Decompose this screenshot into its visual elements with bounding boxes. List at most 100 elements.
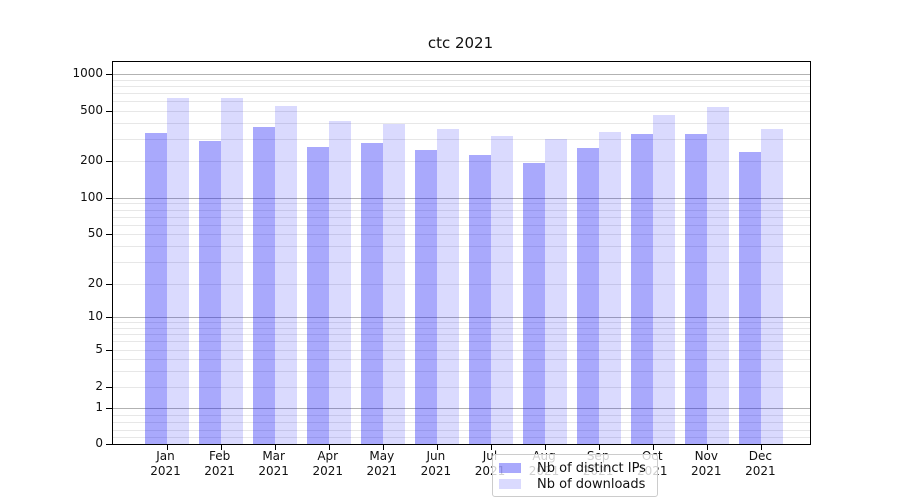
x-tick-mark xyxy=(382,445,384,450)
x-tick-mark xyxy=(220,445,222,450)
bar-downloads xyxy=(220,97,243,444)
y-tick-label: 5 xyxy=(95,342,103,356)
x-tick-mark xyxy=(599,445,601,450)
gridline-minor xyxy=(113,246,810,248)
x-tick-mark xyxy=(436,445,438,450)
x-tick-year: 2021 xyxy=(312,464,343,478)
y-tick-label: 2 xyxy=(95,379,103,393)
bar-downloads xyxy=(545,138,568,444)
chart-title: ctc 2021 xyxy=(427,34,494,52)
x-tick-year: 2021 xyxy=(745,464,776,478)
y-tick-label: 500 xyxy=(80,103,103,117)
gridline-minor xyxy=(113,387,810,388)
y-tick-mark xyxy=(106,317,112,318)
gridline-minor xyxy=(113,203,810,205)
x-tick-month: May xyxy=(369,449,395,463)
y-tick-mark xyxy=(106,161,112,162)
gridline-major xyxy=(113,408,810,409)
bar-downloads xyxy=(490,135,513,444)
y-tick-mark xyxy=(106,350,112,351)
x-tick-label: Apr 2021 xyxy=(298,449,358,479)
gridline-minor xyxy=(113,415,810,417)
bar-downloads xyxy=(436,128,459,444)
bar-distinct-ips xyxy=(468,155,491,444)
bar-downloads xyxy=(274,105,297,444)
x-tick-label: Nov 2021 xyxy=(676,449,736,479)
legend-item-distinct-ips: Nb of distinct IPs xyxy=(499,460,649,476)
y-tick-mark xyxy=(106,284,112,285)
bar-distinct-ips xyxy=(252,127,275,444)
bar-distinct-ips xyxy=(306,146,329,444)
gridline-minor xyxy=(113,111,810,112)
y-tick-mark xyxy=(106,444,112,445)
plot-area: Nb of distinct IPs Nb of downloads xyxy=(106,61,811,497)
gridline-minor xyxy=(113,79,810,81)
x-tick-year: 2021 xyxy=(366,464,398,478)
y-tick-mark xyxy=(106,74,112,75)
gridline-minor xyxy=(113,333,810,335)
x-tick-label: Mar 2021 xyxy=(244,449,304,479)
gridline-minor xyxy=(113,224,810,226)
gridline-major xyxy=(113,198,810,199)
x-tick-mark xyxy=(545,445,547,450)
gridline-minor xyxy=(113,341,810,343)
bar-distinct-ips xyxy=(631,134,654,444)
x-tick-year: 2021 xyxy=(420,464,452,478)
x-tick-mark xyxy=(653,445,655,450)
bar-distinct-ips xyxy=(739,152,762,444)
bar-distinct-ips xyxy=(685,133,708,444)
gridline-minor xyxy=(113,322,810,324)
gridline-minor xyxy=(113,284,810,285)
x-tick-month: Jun xyxy=(426,449,446,463)
bar-downloads xyxy=(707,106,730,444)
x-tick-month: Mar xyxy=(262,449,285,463)
gridline-minor xyxy=(113,209,810,211)
y-tick-mark xyxy=(106,387,112,388)
gridline-minor xyxy=(113,327,810,329)
x-tick-label: May 2021 xyxy=(352,449,412,479)
legend-swatch-distinct-ips xyxy=(499,463,521,473)
bar-distinct-ips xyxy=(577,148,600,444)
y-tick-mark xyxy=(106,111,112,112)
bar-downloads xyxy=(761,128,784,444)
gridline-minor xyxy=(113,138,810,140)
y-tick-label: 50 xyxy=(87,226,103,240)
y-tick-mark xyxy=(106,198,112,199)
legend-label-downloads: Nb of downloads xyxy=(537,476,646,492)
gridline-minor xyxy=(113,101,810,103)
x-tick-label: Dec 2021 xyxy=(730,449,790,479)
gridline-minor xyxy=(113,422,810,424)
gridline-minor xyxy=(113,370,810,372)
bar-distinct-ips xyxy=(198,140,221,444)
bar-distinct-ips xyxy=(144,132,167,444)
gridline-major xyxy=(113,317,810,318)
gridline-minor xyxy=(113,350,810,351)
bar-distinct-ips xyxy=(414,150,437,444)
legend-item-downloads: Nb of downloads xyxy=(499,476,649,492)
x-tick-mark xyxy=(166,445,168,450)
x-tick-year: 2021 xyxy=(204,464,235,478)
x-tick-label: Jun 2021 xyxy=(406,449,466,479)
gridline-minor xyxy=(113,93,810,95)
legend-swatch-downloads xyxy=(499,479,521,489)
gridline-minor xyxy=(113,85,810,87)
bar-downloads xyxy=(382,124,405,444)
x-tick-year: 2021 xyxy=(691,464,722,478)
y-tick-label: 1 xyxy=(95,400,103,414)
gridline-minor xyxy=(113,216,810,218)
x-tick-year: 2021 xyxy=(258,464,289,478)
gridline-minor xyxy=(113,234,810,235)
gridline-minor xyxy=(113,429,810,431)
gridline-minor xyxy=(113,161,810,162)
x-tick-month: Feb xyxy=(208,449,231,463)
x-tick-month: Apr xyxy=(317,449,339,463)
y-tick-label: 100 xyxy=(80,190,103,204)
x-tick-mark xyxy=(761,445,763,450)
y-tick-label: 20 xyxy=(87,276,103,290)
y-tick-label: 1000 xyxy=(72,66,103,80)
x-tick-month: Dec xyxy=(748,449,772,463)
gridline-minor xyxy=(113,436,810,438)
x-tick-label: Jan 2021 xyxy=(136,449,196,479)
legend-label-distinct-ips: Nb of distinct IPs xyxy=(537,460,646,476)
